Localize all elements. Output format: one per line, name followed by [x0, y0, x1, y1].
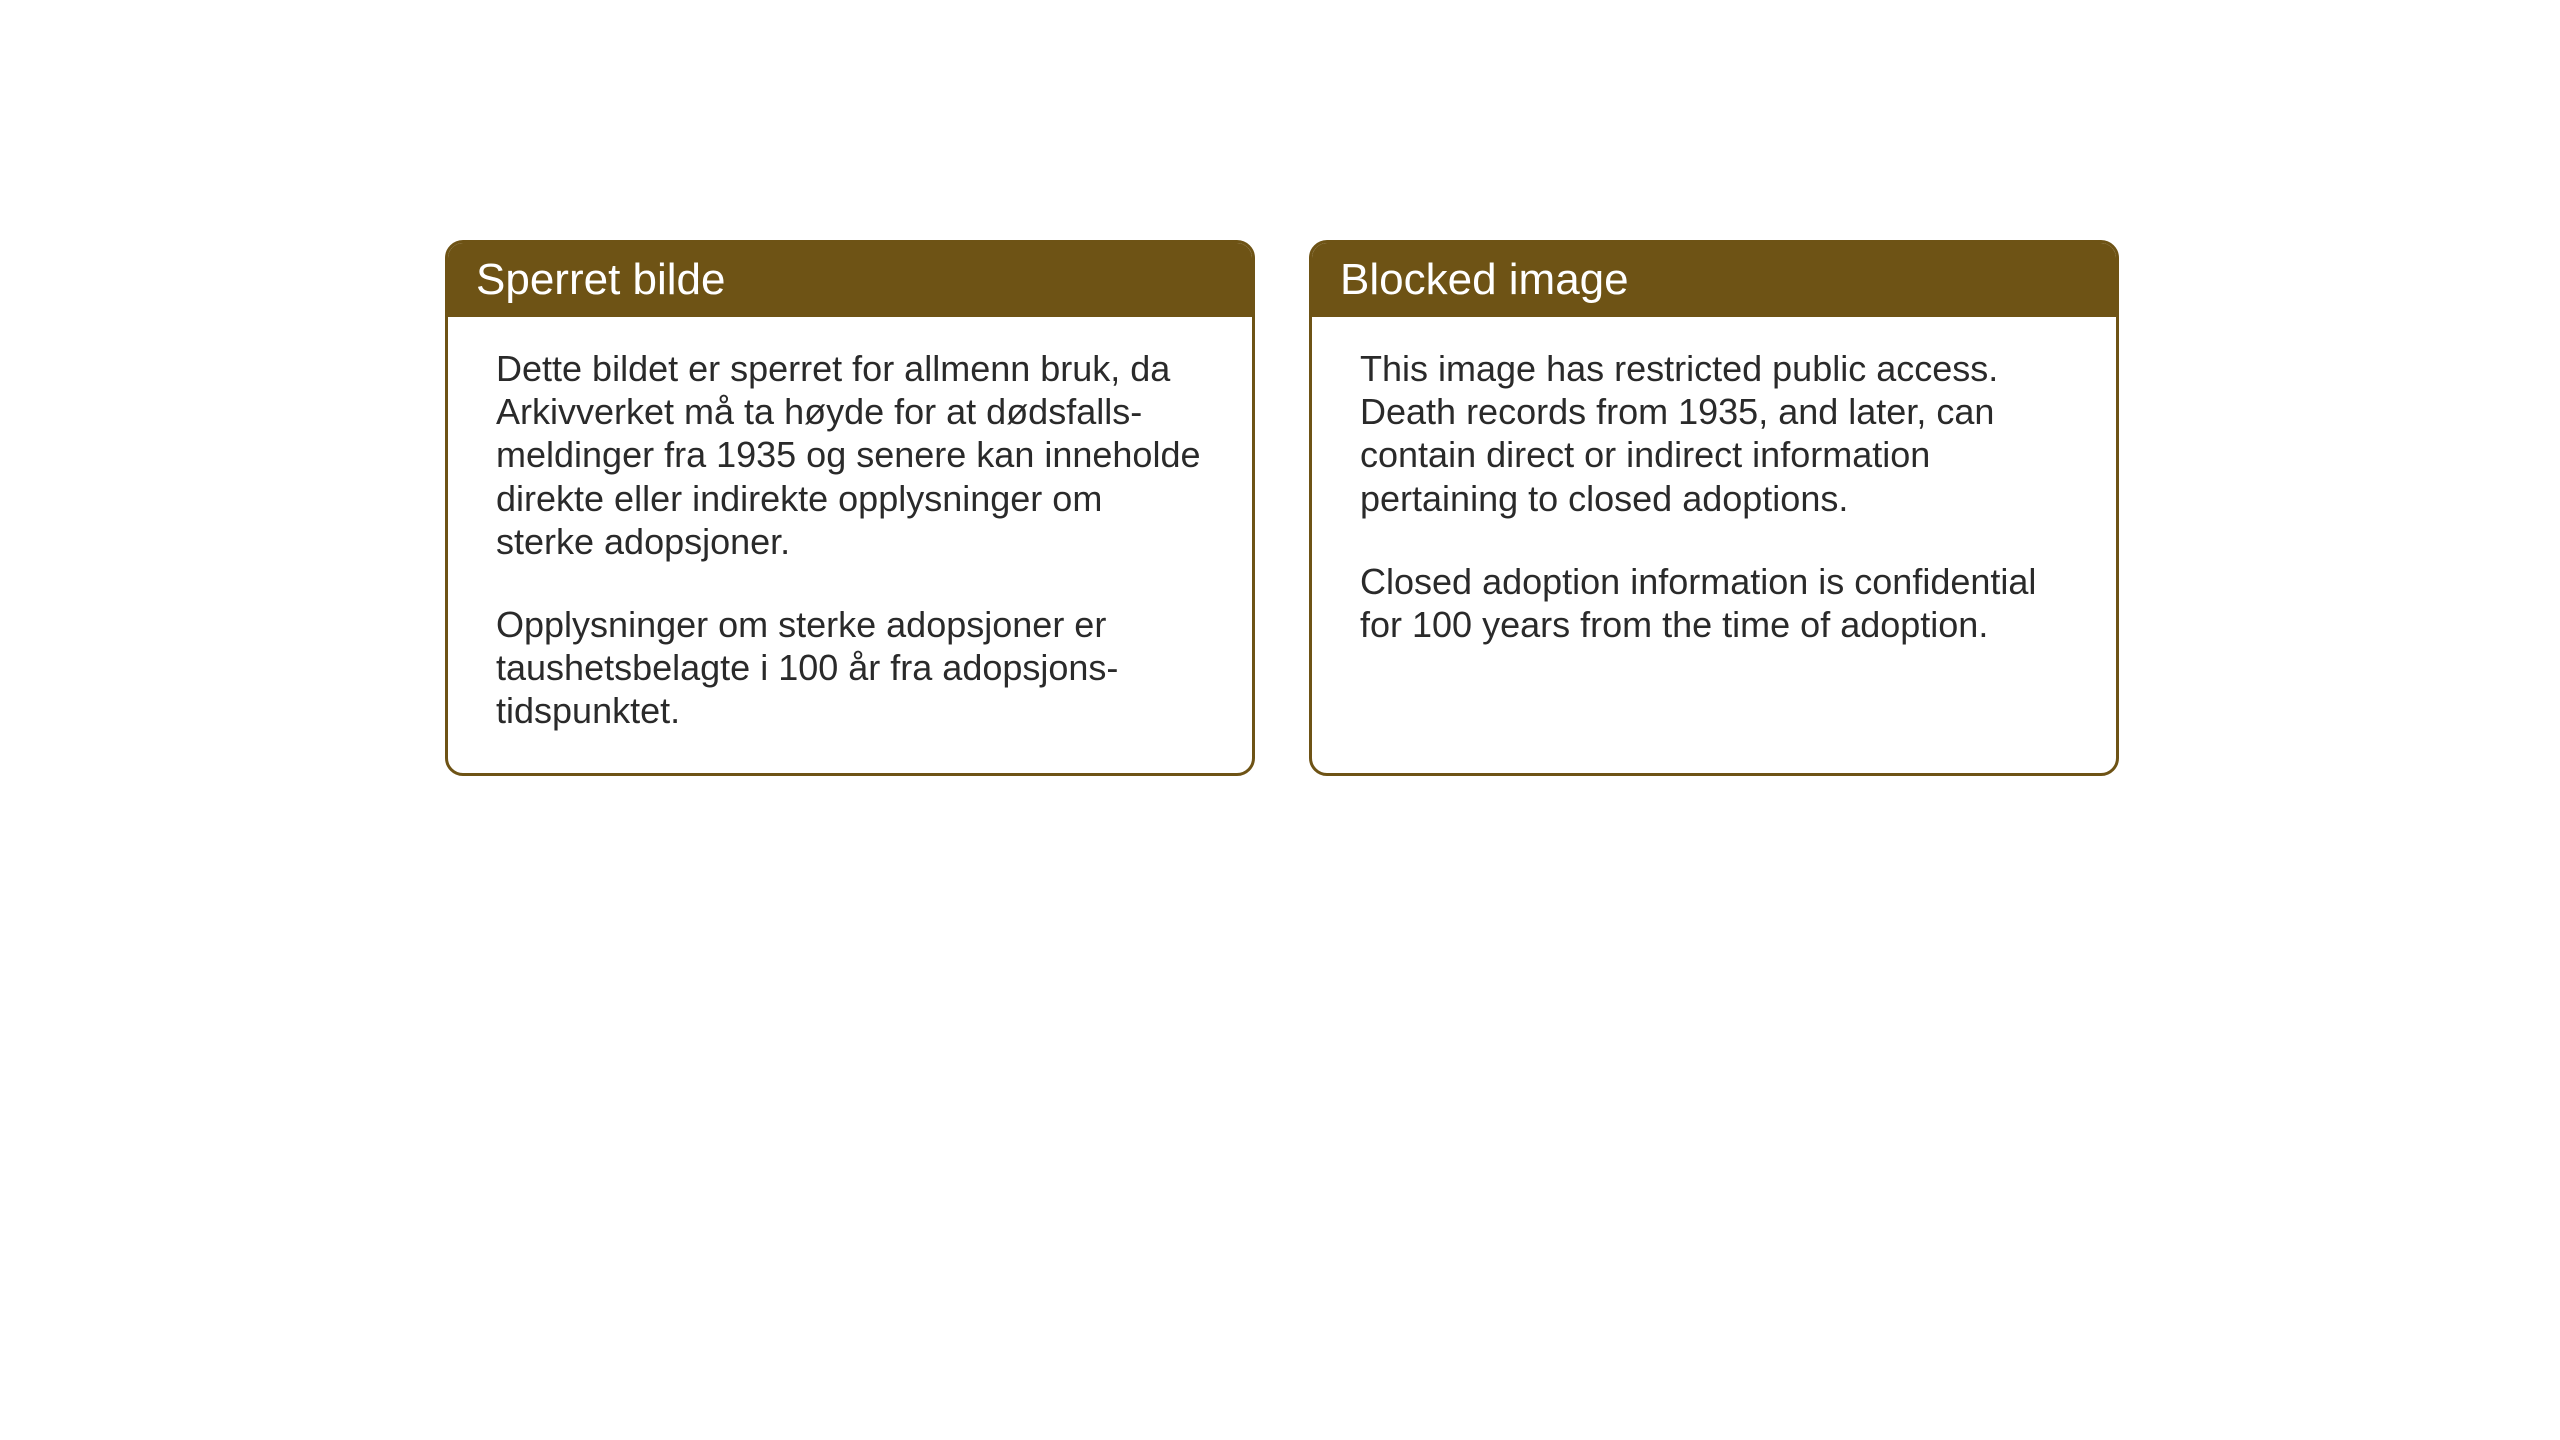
card-paragraph2-norwegian: Opplysninger om sterke adopsjoner er tau…: [496, 603, 1204, 733]
card-body-english: This image has restricted public access.…: [1312, 317, 2116, 727]
card-header-english: Blocked image: [1312, 243, 2116, 317]
card-title-norwegian: Sperret bilde: [476, 255, 725, 304]
card-english: Blocked image This image has restricted …: [1309, 240, 2119, 776]
card-paragraph2-english: Closed adoption information is confident…: [1360, 560, 2068, 646]
card-paragraph1-english: This image has restricted public access.…: [1360, 347, 2068, 520]
card-body-norwegian: Dette bildet er sperret for allmenn bruk…: [448, 317, 1252, 773]
cards-container: Sperret bilde Dette bildet er sperret fo…: [445, 240, 2119, 776]
card-norwegian: Sperret bilde Dette bildet er sperret fo…: [445, 240, 1255, 776]
card-header-norwegian: Sperret bilde: [448, 243, 1252, 317]
card-title-english: Blocked image: [1340, 255, 1629, 304]
card-paragraph1-norwegian: Dette bildet er sperret for allmenn bruk…: [496, 347, 1204, 563]
